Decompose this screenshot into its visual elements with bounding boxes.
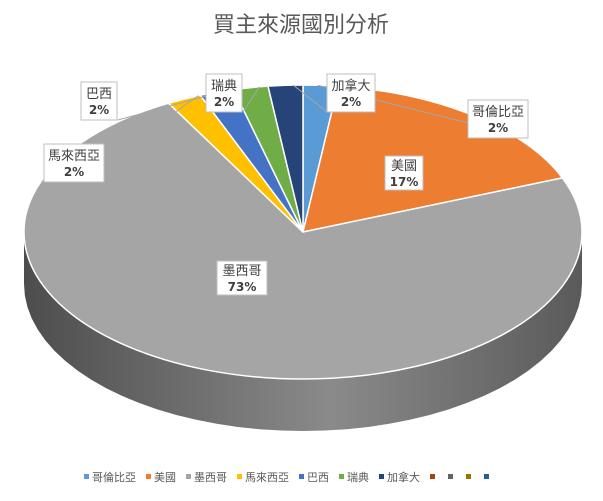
label-percent: 2% [341,95,361,109]
label-category: 墨西哥 [222,264,261,279]
legend-item-美國: 美國 [146,471,176,484]
label-box [326,73,376,113]
legend-item-瑞典: 瑞典 [339,470,369,484]
label-box [467,99,529,139]
legend-swatch-empty [484,474,489,479]
legend-swatch [237,474,242,479]
label-category: 馬來西亞 [48,149,100,164]
label-category: 巴西 [86,87,112,102]
label-box [384,155,424,191]
legend-swatch [146,474,151,479]
slice-side-墨西哥 [24,232,582,431]
legend-label: 瑞典 [347,470,369,484]
legend-label: 加拿大 [387,470,420,484]
legend-swatch [379,474,384,479]
legend-swatch-empty [430,474,435,479]
legend-item-馬來西亞: 馬來西亞 [237,471,289,484]
label-category: 哥倫比亞 [472,105,524,120]
label-category: 美國 [391,159,417,174]
pie-slice-加拿大 [267,84,304,233]
label-box [216,260,268,296]
legend-swatch-empty [448,474,453,479]
legend-label: 巴西 [307,471,329,484]
legend-swatch [84,474,89,479]
legend-swatch [339,474,344,479]
legend-label: 墨西哥 [194,471,227,484]
data-label-瑞典: 瑞典2% [205,73,260,113]
pie-slice-墨西哥 [23,102,583,380]
label-percent: 2% [89,103,109,117]
label-box [80,81,118,121]
leader-line [103,95,199,164]
label-percent: 17% [390,175,419,189]
legend-item-巴西: 巴西 [299,471,329,484]
label-percent: 2% [214,95,234,109]
legend-item-加拿大: 加拿大 [379,470,420,484]
label-percent: 73% [228,280,257,294]
chart-legend: 哥倫比亞 美國 墨西哥 馬來西亞 巴西 瑞典 加拿大 [84,470,489,484]
legend-label: 哥倫比亞 [92,470,136,484]
label-box [205,73,243,113]
label-category: 瑞典 [211,79,237,94]
label-percent: 2% [64,165,84,179]
legend-item-墨西哥: 墨西哥 [186,471,227,484]
label-box [43,143,105,183]
legend-label: 美國 [154,471,176,484]
legend-swatch [299,474,304,479]
legend-swatch-empty [466,474,471,479]
label-category: 加拿大 [331,78,370,94]
leader-line [292,84,328,113]
data-label-巴西: 巴西2% [80,81,227,121]
chart-title: 買主來源國別分析 [213,13,389,38]
legend-label: 馬來西亞 [245,471,289,484]
legend-item-哥倫比亞: 哥倫比亞 [84,470,136,484]
leader-line [242,86,260,113]
legend-swatch [186,474,191,479]
label-percent: 2% [488,121,508,135]
